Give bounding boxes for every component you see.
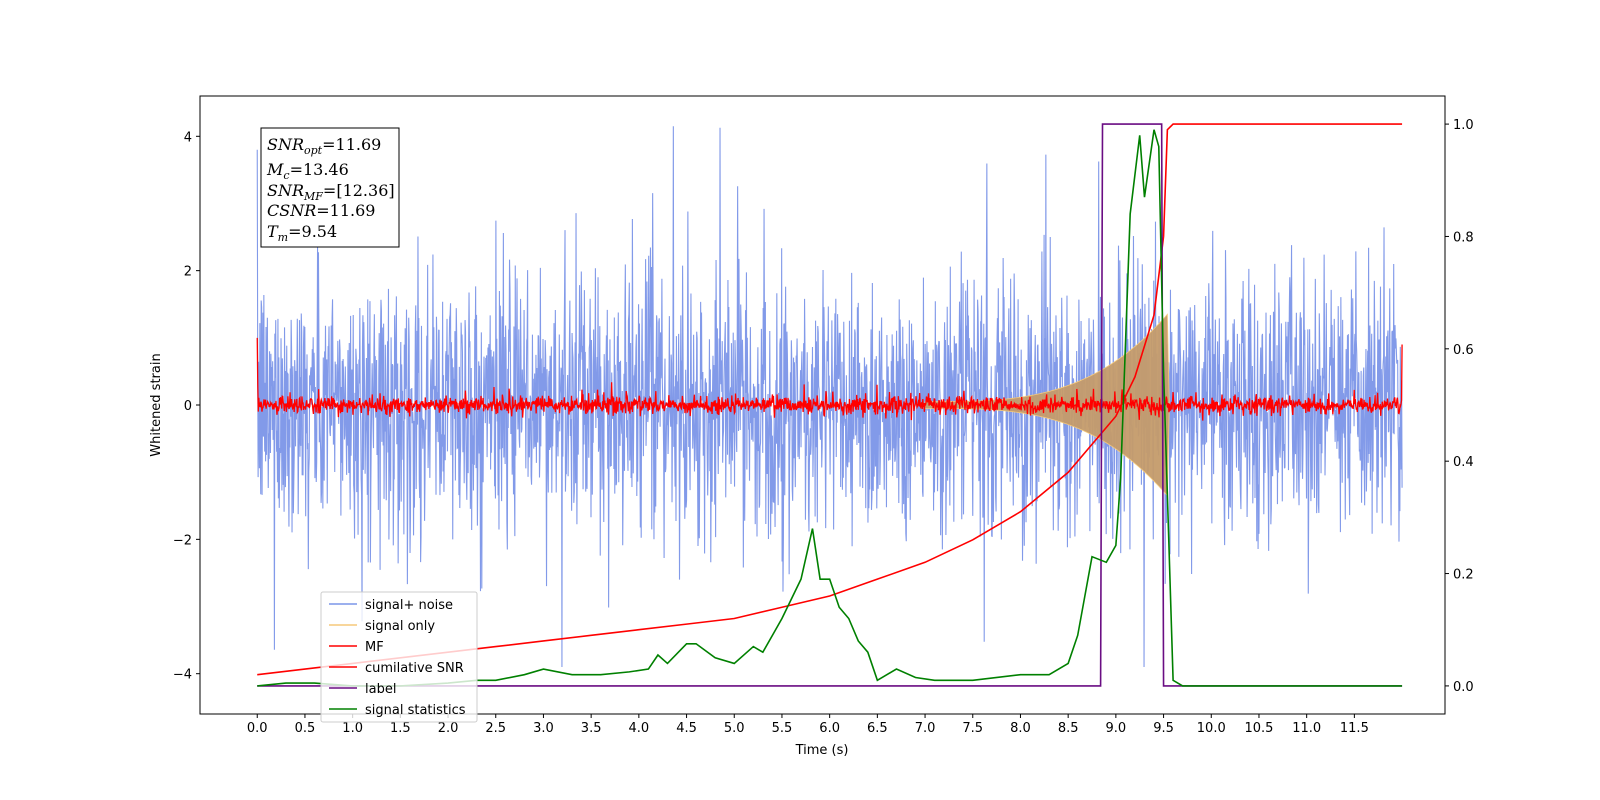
x-tick-label: 5.5 bbox=[772, 721, 793, 736]
y2-tick-label: 0.4 bbox=[1453, 455, 1474, 470]
x-tick-label: 2.5 bbox=[485, 721, 506, 736]
legend-label: signal+ noise bbox=[365, 598, 453, 613]
x-tick-label: 1.5 bbox=[390, 721, 411, 736]
legend-label: signal only bbox=[365, 619, 435, 634]
x-tick-label: 1.0 bbox=[342, 721, 363, 736]
y2-tick-label: 0.6 bbox=[1453, 343, 1474, 358]
x-axis-label: Time (s) bbox=[795, 743, 849, 758]
y-tick-label: 4 bbox=[184, 130, 192, 145]
x-tick-label: 11.5 bbox=[1340, 721, 1369, 736]
annotation-line-snr-opt: SNRopt=11.69 bbox=[267, 135, 381, 157]
y2-tick-label: 0.0 bbox=[1453, 680, 1474, 695]
x-tick-label: 8.0 bbox=[1010, 721, 1031, 736]
annotation-box: SNRopt=11.69 Mc=13.46 SNRMF=[12.36] CSNR… bbox=[260, 127, 400, 248]
x-tick-label: 0.5 bbox=[295, 721, 316, 736]
annotation-line-mc: Mc=13.46 bbox=[266, 160, 349, 182]
x-tick-label: 0.0 bbox=[247, 721, 268, 736]
x-tick-label: 6.0 bbox=[819, 721, 840, 736]
annotation-line-snr-mf: SNRMF=[12.36] bbox=[267, 181, 395, 203]
y-tick-label: −2 bbox=[173, 533, 192, 548]
x-tick-label: 6.5 bbox=[867, 721, 888, 736]
y2-tick-label: 0.8 bbox=[1453, 230, 1474, 245]
x-tick-label: 2.0 bbox=[438, 721, 459, 736]
y-axis-right: 1.0 0.8 0.6 0.4 0.2 0.0 bbox=[1445, 118, 1474, 695]
annotation-line-tm: Tm=9.54 bbox=[267, 222, 337, 244]
x-tick-label: 3.0 bbox=[533, 721, 554, 736]
y-axis-left: 4 2 0 −2 −4 bbox=[173, 130, 200, 683]
x-tick-label: 3.5 bbox=[581, 721, 602, 736]
x-tick-label: 7.5 bbox=[962, 721, 983, 736]
x-tick-label: 4.0 bbox=[629, 721, 650, 736]
x-tick-label: 9.5 bbox=[1153, 721, 1174, 736]
x-tick-label: 4.5 bbox=[676, 721, 697, 736]
x-tick-label: 10.5 bbox=[1244, 721, 1273, 736]
x-axis: 0.0 0.5 1.0 1.5 2.0 2.5 3.0 3.5 4.0 4.5 5.0 5.5 6.0 6… bbox=[247, 714, 1369, 736]
y-axis-label: Whitened strain bbox=[149, 353, 164, 456]
legend-label: MF bbox=[365, 640, 384, 655]
legend-label: label bbox=[365, 682, 396, 697]
legend: signal+ noise signal only MF cumilative SNR… bbox=[320, 591, 478, 723]
x-tick-label: 7.0 bbox=[915, 721, 936, 736]
x-tick-label: 11.0 bbox=[1292, 721, 1321, 736]
x-tick-label: 8.5 bbox=[1058, 721, 1079, 736]
annotation-line-csnr: CSNR=11.69 bbox=[267, 201, 375, 220]
y-tick-label: 2 bbox=[184, 265, 192, 280]
y-tick-label: −4 bbox=[173, 668, 192, 683]
series-mf bbox=[256, 337, 1403, 421]
series-signal-statistics bbox=[257, 129, 1403, 687]
legend-label: signal statistics bbox=[365, 703, 466, 718]
y-tick-label: 0 bbox=[184, 399, 192, 414]
x-tick-label: 5.0 bbox=[724, 721, 745, 736]
x-tick-label: 10.0 bbox=[1197, 721, 1226, 736]
y2-tick-label: 1.0 bbox=[1453, 118, 1474, 133]
y2-tick-label: 0.2 bbox=[1453, 568, 1474, 583]
legend-label: cumilative SNR bbox=[365, 661, 464, 676]
x-tick-label: 9.0 bbox=[1106, 721, 1127, 736]
